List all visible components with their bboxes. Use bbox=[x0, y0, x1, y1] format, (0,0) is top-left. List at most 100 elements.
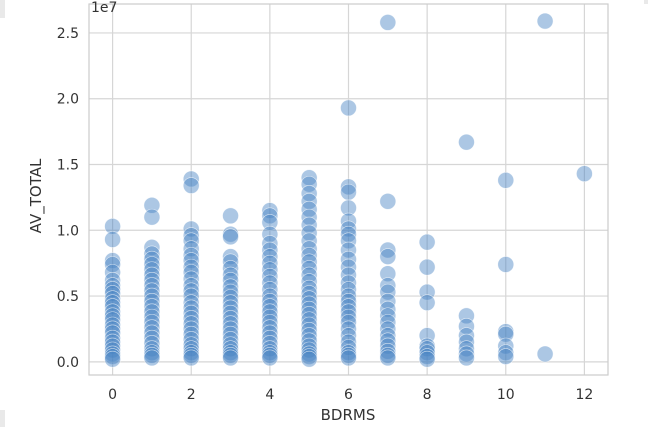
data-point bbox=[418, 327, 436, 344]
data-point bbox=[222, 325, 239, 343]
data-point bbox=[458, 133, 475, 151]
x-tick-label: 2 bbox=[187, 387, 196, 403]
data-point bbox=[222, 207, 239, 225]
data-point bbox=[379, 349, 397, 367]
data-point bbox=[143, 340, 161, 357]
data-point bbox=[379, 14, 397, 31]
data-point bbox=[104, 350, 121, 368]
data-point bbox=[300, 266, 318, 284]
data-point bbox=[182, 240, 200, 258]
data-point bbox=[222, 260, 239, 277]
data-point bbox=[261, 241, 279, 259]
data-point bbox=[182, 246, 200, 264]
y-tick-label: 0.5 bbox=[57, 289, 79, 305]
data-point bbox=[340, 327, 357, 344]
y-tick-label: 1.5 bbox=[57, 158, 79, 174]
data-point bbox=[418, 283, 436, 301]
data-point bbox=[143, 329, 161, 347]
data-point bbox=[379, 241, 397, 259]
data-point bbox=[379, 193, 397, 210]
data-point bbox=[536, 345, 554, 363]
data-point bbox=[497, 344, 515, 361]
corner-artifact bbox=[644, 0, 648, 4]
y-tick-label: 2.0 bbox=[57, 92, 79, 108]
data-point bbox=[104, 324, 121, 342]
data-point bbox=[418, 344, 436, 361]
x-axis-ticks: 0 2 4 6 8 10 12 bbox=[108, 387, 593, 403]
data-point bbox=[222, 349, 239, 367]
data-point bbox=[182, 227, 200, 244]
data-point bbox=[300, 327, 318, 344]
data-point bbox=[300, 260, 318, 277]
x-tick-label: 8 bbox=[423, 387, 432, 403]
data-point bbox=[261, 261, 279, 279]
data-point bbox=[261, 214, 279, 231]
data-point bbox=[497, 325, 515, 343]
x-tick-label: 6 bbox=[344, 387, 353, 403]
data-point bbox=[379, 300, 397, 318]
data-point bbox=[182, 325, 200, 343]
data-point bbox=[536, 12, 554, 30]
data-point bbox=[458, 307, 475, 325]
y-axis-ticks: 0.0 0.5 1.0 1.5 2.0 2.5 bbox=[57, 26, 79, 371]
data-point bbox=[340, 241, 357, 259]
data-point bbox=[104, 218, 121, 235]
data-point bbox=[104, 307, 121, 325]
data-point bbox=[340, 183, 357, 201]
data-point bbox=[261, 349, 279, 367]
data-point bbox=[418, 233, 436, 251]
data-point bbox=[497, 256, 515, 273]
y-tick-label: 1.0 bbox=[57, 223, 79, 239]
data-point bbox=[182, 340, 200, 357]
data-point bbox=[379, 248, 397, 265]
data-point bbox=[340, 303, 357, 321]
data-point bbox=[222, 271, 239, 289]
data-point bbox=[261, 329, 279, 347]
data-point bbox=[340, 232, 357, 250]
data-point bbox=[458, 345, 475, 363]
data-point bbox=[182, 220, 200, 238]
data-point bbox=[104, 271, 121, 289]
grid bbox=[89, 4, 608, 375]
data-point bbox=[379, 337, 397, 355]
data-point bbox=[104, 252, 121, 269]
data-point bbox=[340, 99, 357, 117]
data-point bbox=[182, 264, 200, 281]
data-point bbox=[261, 254, 279, 272]
corner-artifact bbox=[0, 0, 5, 18]
data-point bbox=[418, 258, 436, 276]
data-point bbox=[418, 350, 436, 368]
data-point bbox=[340, 178, 357, 196]
corner-artifact bbox=[0, 410, 5, 427]
data-point bbox=[222, 248, 239, 265]
data-point bbox=[182, 287, 200, 305]
data-point bbox=[458, 327, 475, 344]
data-point bbox=[104, 311, 121, 329]
data-point bbox=[379, 314, 397, 331]
x-tick-label: 12 bbox=[575, 387, 593, 403]
data-point bbox=[182, 177, 200, 194]
data-point bbox=[143, 349, 161, 367]
data-point bbox=[143, 239, 161, 256]
data-point bbox=[458, 349, 475, 367]
data-point bbox=[222, 253, 239, 271]
data-point bbox=[261, 248, 279, 265]
data-point bbox=[261, 274, 279, 292]
data-point bbox=[379, 343, 397, 360]
data-point bbox=[300, 341, 318, 359]
data-point bbox=[143, 196, 161, 214]
data-point bbox=[497, 171, 515, 189]
data-point bbox=[104, 341, 121, 359]
data-points bbox=[104, 12, 593, 368]
data-point bbox=[300, 350, 318, 368]
data-point bbox=[340, 349, 357, 367]
data-point bbox=[182, 349, 200, 367]
data-point bbox=[182, 170, 200, 188]
data-point bbox=[182, 258, 200, 276]
data-point bbox=[104, 285, 121, 302]
data-point bbox=[497, 337, 515, 355]
data-point bbox=[418, 294, 436, 311]
data-point bbox=[340, 314, 357, 331]
data-point bbox=[261, 335, 279, 352]
data-point bbox=[340, 320, 357, 338]
